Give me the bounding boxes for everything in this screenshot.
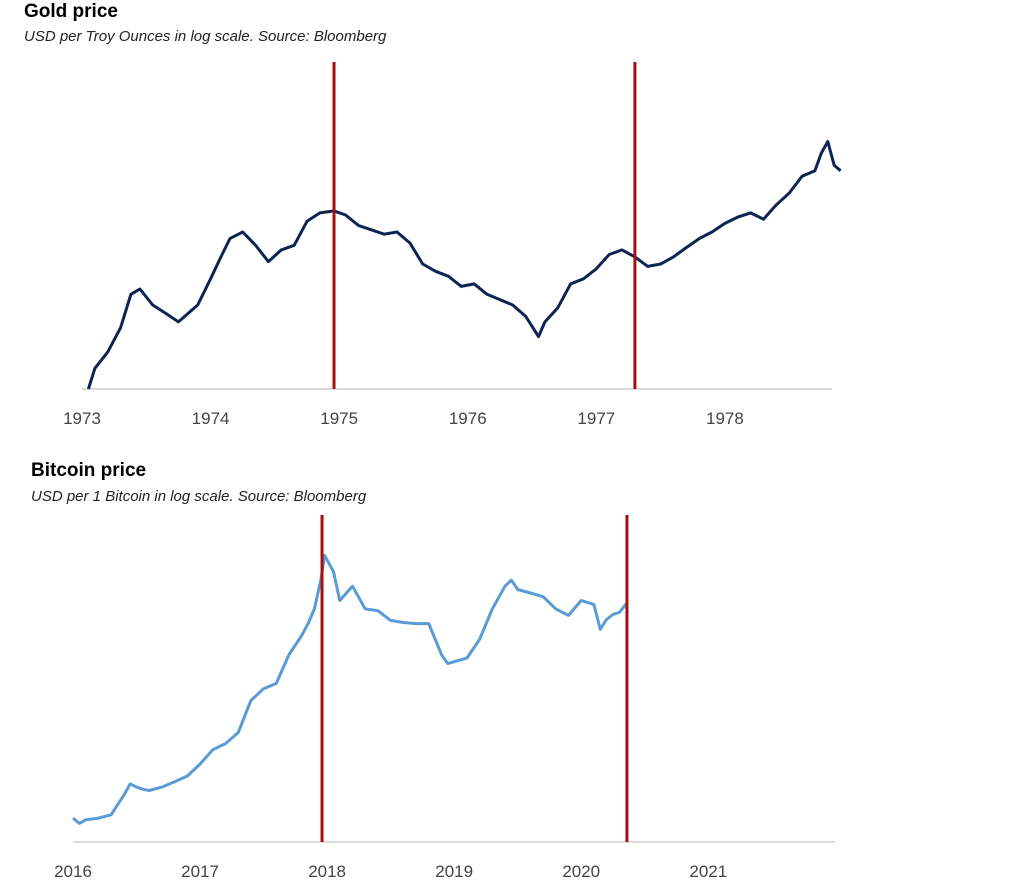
- x-tick-label: 1978: [706, 409, 744, 428]
- x-tick-label: 2019: [435, 862, 473, 881]
- x-tick-label: 2016: [54, 862, 92, 881]
- x-tick-label: 1976: [449, 409, 487, 428]
- bitcoin-chart-svg: 2016 2017 2018 2019 2020 2021: [54, 515, 835, 881]
- price-series-line: [86, 140, 842, 390]
- bitcoin-chart-panel: Bitcoin price USD per 1 Bitcoin in log s…: [0, 455, 1032, 895]
- gold-chart-svg: 1973 1974 1975 1976 1977 1978: [63, 62, 842, 428]
- chart-title: Gold price: [24, 1, 118, 22]
- x-tick-label: 1977: [577, 409, 615, 428]
- chart-title: Bitcoin price: [31, 460, 147, 481]
- x-tick-label: 1973: [63, 409, 101, 428]
- x-tick-label: 2020: [562, 862, 600, 881]
- gold-chart-panel: Gold price USD per Troy Ounces in log sc…: [0, 0, 1032, 440]
- chart-subtitle: USD per 1 Bitcoin in log scale. Source: …: [31, 488, 367, 505]
- chart-subtitle: USD per Troy Ounces in log scale. Source…: [24, 28, 387, 45]
- x-tick-label: 2018: [308, 862, 346, 881]
- x-tick-label: 2017: [181, 862, 219, 881]
- x-tick-label: 2021: [689, 862, 727, 881]
- x-tick-label: 1975: [320, 409, 358, 428]
- price-series-line: [72, 553, 629, 825]
- x-tick-label: 1974: [192, 409, 230, 428]
